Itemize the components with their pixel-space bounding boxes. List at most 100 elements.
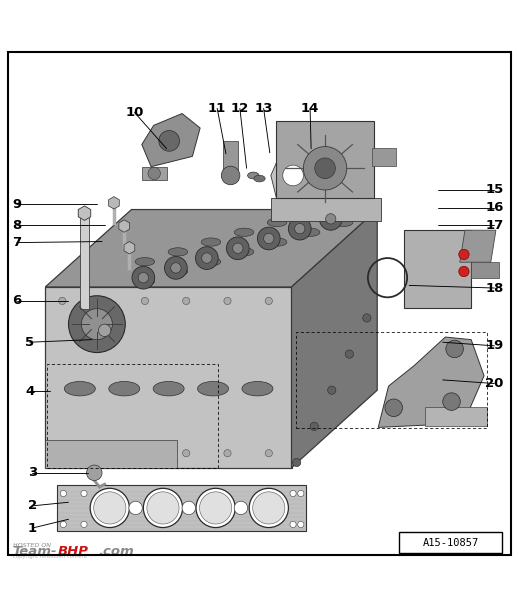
Circle shape	[171, 263, 181, 273]
Text: BHP: BHP	[58, 545, 89, 558]
Text: 13: 13	[254, 102, 273, 115]
Ellipse shape	[301, 228, 320, 236]
Circle shape	[183, 450, 190, 457]
Polygon shape	[45, 209, 377, 287]
Ellipse shape	[301, 209, 320, 217]
Circle shape	[199, 492, 231, 524]
Polygon shape	[460, 230, 496, 262]
Circle shape	[69, 296, 125, 353]
Circle shape	[257, 227, 280, 250]
Text: 12: 12	[231, 102, 249, 115]
Polygon shape	[223, 141, 238, 180]
Polygon shape	[276, 121, 374, 198]
Circle shape	[165, 257, 187, 279]
Ellipse shape	[254, 175, 265, 182]
Circle shape	[293, 458, 301, 467]
Ellipse shape	[242, 381, 273, 396]
Polygon shape	[425, 407, 487, 426]
Circle shape	[60, 490, 66, 497]
Polygon shape	[124, 242, 135, 254]
Circle shape	[183, 297, 190, 305]
Circle shape	[202, 253, 212, 263]
Circle shape	[319, 208, 342, 230]
Circle shape	[459, 266, 469, 277]
Text: copyright forbidden content: copyright forbidden content	[13, 554, 87, 559]
Ellipse shape	[234, 228, 254, 236]
Bar	[80, 213, 89, 309]
Circle shape	[221, 166, 240, 185]
Circle shape	[132, 266, 155, 289]
Circle shape	[264, 233, 274, 243]
Text: 18: 18	[485, 282, 503, 294]
Circle shape	[289, 217, 311, 240]
Text: 3: 3	[28, 466, 37, 480]
Polygon shape	[471, 262, 499, 277]
Text: 9: 9	[12, 198, 21, 211]
Text: 16: 16	[485, 202, 503, 214]
Ellipse shape	[153, 381, 184, 396]
Polygon shape	[108, 197, 119, 209]
Circle shape	[138, 273, 148, 283]
Polygon shape	[404, 230, 471, 308]
Circle shape	[224, 297, 231, 305]
Ellipse shape	[201, 238, 221, 246]
Polygon shape	[372, 148, 397, 166]
Circle shape	[59, 450, 66, 457]
Circle shape	[265, 297, 272, 305]
Polygon shape	[45, 287, 292, 467]
Text: A15-10857: A15-10857	[422, 538, 479, 548]
Ellipse shape	[248, 172, 259, 179]
Circle shape	[234, 501, 248, 515]
Text: 17: 17	[485, 219, 503, 231]
Polygon shape	[57, 485, 306, 531]
Circle shape	[141, 297, 148, 305]
Circle shape	[298, 521, 304, 527]
Circle shape	[59, 297, 66, 305]
Text: 8: 8	[12, 219, 21, 231]
Ellipse shape	[267, 238, 287, 246]
Circle shape	[81, 490, 87, 497]
Ellipse shape	[109, 381, 140, 396]
Circle shape	[99, 324, 111, 336]
Circle shape	[298, 490, 304, 497]
Ellipse shape	[201, 257, 221, 266]
Circle shape	[317, 163, 338, 184]
Circle shape	[143, 488, 183, 527]
Polygon shape	[45, 440, 177, 467]
Circle shape	[385, 399, 403, 416]
Polygon shape	[78, 206, 91, 220]
Circle shape	[224, 450, 231, 457]
Circle shape	[310, 422, 318, 430]
Circle shape	[327, 386, 336, 395]
Circle shape	[129, 501, 142, 515]
Polygon shape	[142, 114, 200, 167]
Ellipse shape	[234, 248, 254, 256]
Text: 1: 1	[28, 521, 37, 535]
Circle shape	[147, 492, 179, 524]
Circle shape	[196, 246, 218, 270]
Circle shape	[233, 243, 243, 254]
Circle shape	[325, 214, 336, 224]
Text: 14: 14	[301, 102, 319, 115]
Polygon shape	[271, 198, 381, 221]
FancyBboxPatch shape	[399, 532, 502, 554]
Polygon shape	[378, 337, 484, 427]
Circle shape	[60, 521, 66, 527]
Text: 6: 6	[12, 294, 21, 307]
Circle shape	[315, 158, 335, 178]
Circle shape	[87, 465, 102, 481]
Circle shape	[283, 165, 304, 186]
Text: 15: 15	[485, 183, 503, 197]
Circle shape	[182, 501, 196, 515]
Text: 11: 11	[208, 102, 226, 115]
Text: HOSTED ON: HOSTED ON	[13, 543, 51, 548]
Ellipse shape	[198, 381, 228, 396]
Circle shape	[94, 492, 126, 524]
Circle shape	[249, 488, 289, 527]
Circle shape	[459, 249, 469, 260]
Ellipse shape	[168, 248, 188, 256]
Circle shape	[295, 223, 305, 234]
Circle shape	[148, 167, 160, 180]
Polygon shape	[142, 167, 167, 180]
Circle shape	[100, 450, 107, 457]
